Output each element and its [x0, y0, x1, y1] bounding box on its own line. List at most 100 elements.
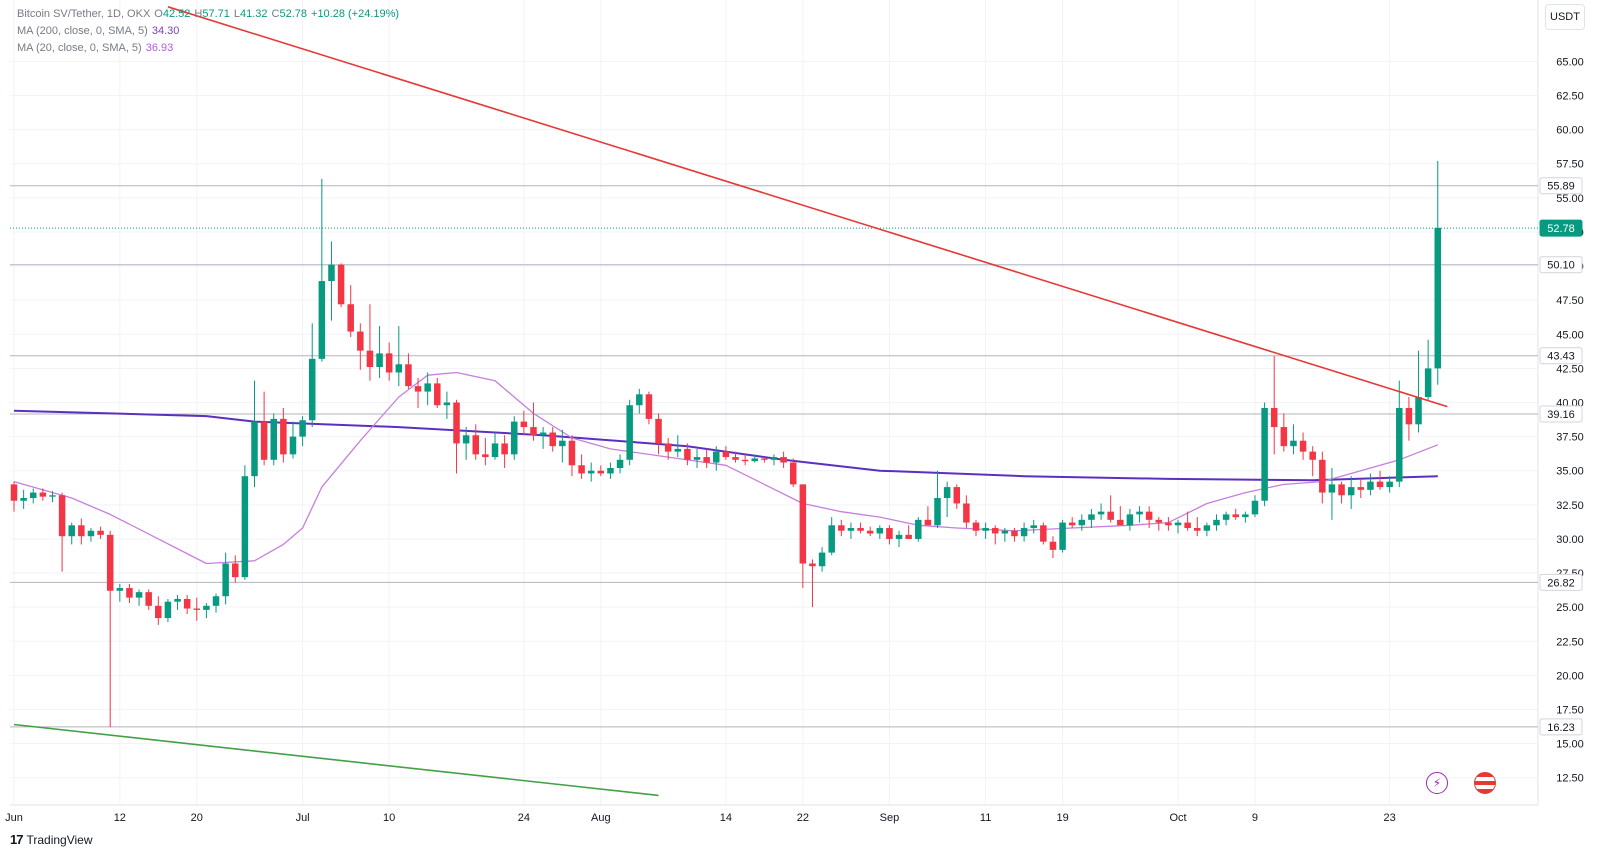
price-label: 55.89 [1547, 181, 1575, 193]
tradingview-name: TradingView [26, 832, 93, 847]
candle-body [260, 421, 268, 460]
candle-body [722, 451, 730, 458]
candle-body [876, 528, 884, 534]
candle-body [655, 418, 662, 444]
candle-body [337, 264, 345, 305]
candle-body [1049, 541, 1057, 550]
candle-body [78, 525, 85, 537]
trendline-support [13, 723, 659, 797]
x-axis[interactable]: Jun 12 20 Jul 10 24 Aug 14 22 Sep 11 19 Oct 9 23 [5, 812, 1396, 824]
candle-body [58, 495, 66, 537]
open-value: 42.52 [162, 8, 191, 20]
candle-body [366, 350, 374, 368]
candle-body [443, 402, 451, 406]
candle-body [308, 358, 316, 421]
candle-body [847, 528, 855, 531]
x-tick-label: Sep [880, 812, 900, 824]
candle-body [1203, 525, 1211, 531]
x-tick-label: Oct [1169, 812, 1186, 824]
candle-body [385, 353, 393, 373]
candle-body [818, 552, 826, 567]
candle-body [1184, 522, 1191, 529]
candle-body [713, 451, 720, 463]
candle-body [1415, 397, 1422, 425]
candle-body [414, 386, 422, 392]
candle-body [97, 530, 104, 535]
legend-ma20-row[interactable]: MA (20, close, 0, SMA, 5) 36.93 [17, 40, 399, 57]
candle-body [357, 331, 364, 351]
x-tick-label: Aug [591, 812, 611, 824]
candle-body [1242, 514, 1249, 518]
candle-body [520, 421, 528, 428]
candle-body [809, 563, 816, 567]
candle-body [905, 534, 912, 539]
candle-body [1396, 407, 1403, 482]
y-tick-label: 45.00 [1556, 329, 1584, 341]
ma20-label: MA (20, close, 0, SMA, 5) [17, 42, 142, 54]
candle-body [193, 608, 201, 610]
candle-body [770, 457, 778, 460]
price-label: 50.10 [1547, 260, 1575, 272]
candle-body [857, 528, 864, 531]
candle-body [616, 459, 624, 468]
candle-body [347, 304, 354, 332]
currency-button[interactable]: USDT [1545, 4, 1585, 30]
tradingview-brand[interactable]: 17 TradingView [10, 832, 93, 847]
price-label-box [1539, 718, 1583, 736]
candle-body [626, 405, 633, 460]
symbol-label[interactable]: Bitcoin SV/Tether, 1D, OKX [17, 8, 151, 20]
candle-body [68, 525, 75, 537]
y-tick-label: 55.00 [1556, 193, 1584, 205]
candle-body [539, 432, 547, 436]
candle-body [828, 525, 835, 553]
candle-body [1174, 522, 1182, 526]
candle-body [607, 467, 614, 474]
candle-body [1165, 522, 1172, 526]
candle-body [693, 457, 701, 460]
candle-body [915, 519, 922, 539]
candle-body [789, 462, 797, 485]
candle-body [741, 459, 749, 462]
candle-body [1194, 528, 1201, 531]
candle-body [664, 443, 672, 452]
low-label: L [233, 8, 240, 20]
us-flag-icon[interactable] [1474, 772, 1496, 794]
price-label: 43.43 [1547, 351, 1575, 363]
candle-body [462, 435, 470, 444]
trendline-resistance [167, 6, 1448, 408]
x-tick-label: Jul [296, 812, 310, 824]
candle-body [1376, 481, 1384, 488]
candle-body [1222, 514, 1230, 520]
y-tick-label: 47.50 [1556, 295, 1584, 307]
candle-body [328, 264, 335, 282]
y-tick-label: 20.00 [1556, 670, 1584, 682]
y-tick-label: 22.50 [1556, 636, 1584, 648]
legend-ma200-row[interactable]: MA (200, close, 0, SMA, 5) 34.30 [17, 23, 399, 40]
candle-body [376, 353, 383, 368]
candle-body [299, 420, 306, 437]
y-tick-label: 25.00 [1556, 602, 1584, 614]
candle-body [1068, 522, 1076, 526]
close-label: C [271, 8, 280, 20]
candle-body [953, 487, 961, 504]
price-label: 39.16 [1547, 409, 1575, 421]
candle-body [780, 457, 787, 463]
y-tick-label: 32.50 [1556, 500, 1584, 512]
candle-body [135, 592, 143, 598]
x-tick-label: 12 [114, 812, 126, 824]
candle-body [155, 605, 162, 619]
candle-body [510, 421, 518, 455]
candle-body [501, 443, 508, 455]
x-tick-label: 23 [1384, 812, 1396, 824]
candle-body [1367, 481, 1374, 490]
candle-body [530, 427, 537, 436]
candle-body [87, 530, 95, 537]
y-tick-label: 57.50 [1556, 159, 1584, 171]
candle-body [222, 563, 229, 597]
candle-body [145, 592, 152, 606]
y-tick-label: 65.00 [1556, 56, 1584, 68]
candle-body [212, 596, 220, 606]
lightning-icon[interactable]: ⚡︎ [1426, 772, 1448, 794]
x-tick-label: 24 [518, 812, 530, 824]
